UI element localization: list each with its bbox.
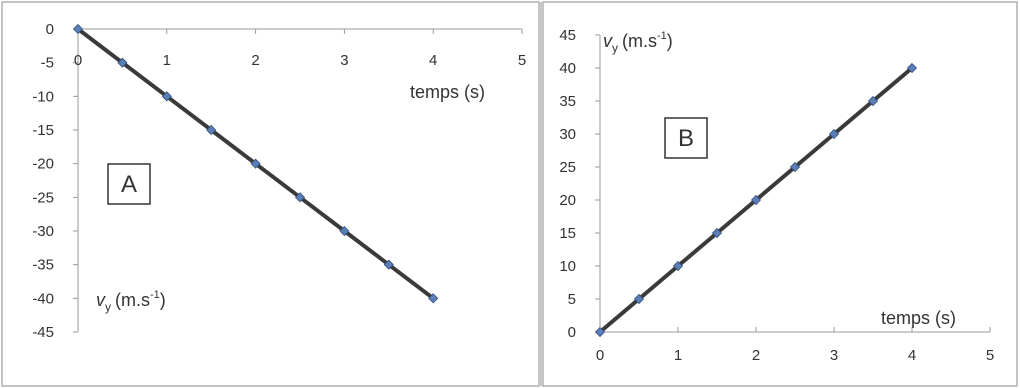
y-axis-label-symbol: v xyxy=(96,290,106,310)
data-point xyxy=(633,293,645,305)
y-tick-label: 20 xyxy=(559,192,576,209)
x-tick-label: 4 xyxy=(908,347,916,364)
y-tick-label: -40 xyxy=(32,290,54,307)
data-point xyxy=(117,57,128,68)
y-tick-label: 35 xyxy=(559,93,576,110)
panel-label: A xyxy=(121,171,137,198)
y-tick-label: 40 xyxy=(559,60,576,77)
x-axis-label: temps (s) xyxy=(410,82,485,102)
y-tick-label: -15 xyxy=(32,122,54,139)
y-axis-label-unit: (m.s xyxy=(622,31,657,51)
x-tick-label: 5 xyxy=(518,52,526,69)
data-point xyxy=(789,161,801,173)
y-axis-label-symbol: v xyxy=(603,31,613,51)
data-point xyxy=(711,227,723,239)
y-tick-label: -25 xyxy=(32,189,54,206)
panel-label: B xyxy=(678,125,694,152)
data-point xyxy=(383,259,394,270)
data-point xyxy=(161,91,172,102)
data-point xyxy=(867,95,879,107)
y-tick-label: 0 xyxy=(46,21,54,38)
panel-label-box xyxy=(664,117,708,159)
y-axis-label-subscript: y xyxy=(612,41,618,55)
x-tick-label: 4 xyxy=(429,52,437,69)
panel-b-border xyxy=(542,1,1018,387)
x-tick-label: 2 xyxy=(251,52,259,69)
x-tick-label: 2 xyxy=(752,347,760,364)
data-point xyxy=(294,192,306,203)
y-tick-label: 25 xyxy=(559,159,576,176)
panel-label-box xyxy=(107,163,151,205)
x-tick-label: 1 xyxy=(674,347,682,364)
y-tick-label: -45 xyxy=(32,324,54,341)
y-tick-label: 5 xyxy=(568,291,576,308)
data-point xyxy=(250,158,261,169)
y-axis-label-subscript: y xyxy=(105,300,111,314)
x-tick-label: 0 xyxy=(74,52,82,69)
data-point xyxy=(750,194,762,206)
y-axis-label-exponent: -1 xyxy=(150,289,160,301)
data-point xyxy=(72,23,84,35)
data-point xyxy=(339,225,350,237)
data-point xyxy=(906,62,918,74)
y-axis-label-exponent: -1 xyxy=(657,30,667,42)
y-tick-label: 15 xyxy=(559,225,576,242)
y-tick-label: -35 xyxy=(32,257,54,274)
y-tick-label: 30 xyxy=(559,126,576,143)
y-tick-label: 45 xyxy=(559,27,576,44)
x-tick-label: 5 xyxy=(986,347,994,364)
y-axis-label: vy (m.s-1) xyxy=(603,30,673,55)
x-tick-label: 3 xyxy=(340,52,348,69)
y-axis-label: vy (m.s-1) xyxy=(96,289,166,314)
y-tick-label: 0 xyxy=(568,324,576,341)
y-tick-label: -30 xyxy=(32,223,54,240)
x-tick-label: 3 xyxy=(830,347,838,364)
chart-a: 0 -5 -10 -15 -20 -25 -30 -35 -40 -45 0 1 2 3 4 5 temps (… xyxy=(32,21,526,341)
y-tick-label: -10 xyxy=(32,88,54,105)
panel-a-border xyxy=(1,1,540,387)
data-point xyxy=(828,128,840,140)
y-tick-label: 10 xyxy=(559,258,576,275)
y-axis-label-close: ) xyxy=(667,31,673,51)
y-tick-label: -5 xyxy=(41,55,54,72)
y-axis-label-close: ) xyxy=(160,290,166,310)
x-tick-label: 0 xyxy=(596,347,604,364)
data-point xyxy=(206,124,217,136)
y-axis-label-unit: (m.s xyxy=(115,290,150,310)
x-tick-label: 1 xyxy=(163,52,171,69)
data-point xyxy=(594,326,606,338)
data-point xyxy=(672,260,684,272)
x-axis-label: temps (s) xyxy=(881,308,956,328)
data-point xyxy=(428,293,439,304)
y-tick-label: -20 xyxy=(32,156,54,173)
